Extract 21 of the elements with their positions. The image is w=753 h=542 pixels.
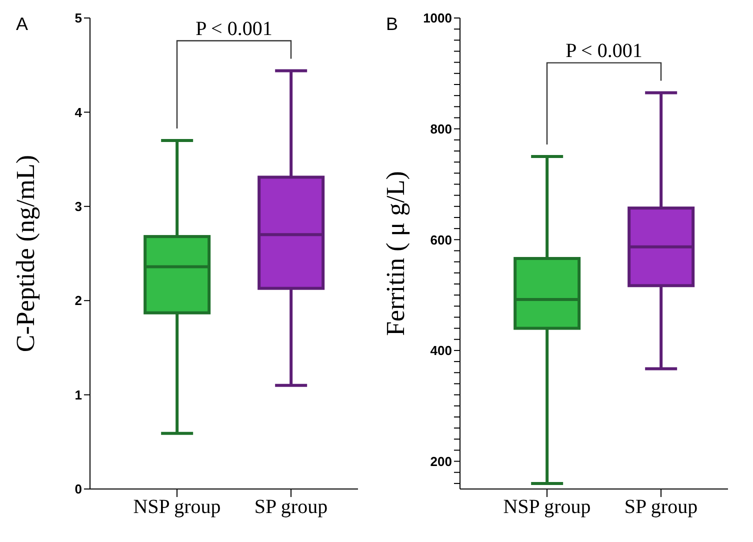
- y-tick-label: 400: [430, 343, 452, 358]
- y-tick-label: 1: [74, 387, 82, 402]
- x-tick-label: NSP group: [133, 496, 221, 518]
- y-tick-label: 2: [74, 293, 82, 308]
- chart-title: A: [16, 14, 28, 34]
- chart-title: B: [386, 14, 398, 34]
- y-tick-label: 600: [430, 232, 452, 248]
- x-tick-label: NSP group: [503, 496, 591, 518]
- y-tick-label: 800: [430, 121, 452, 136]
- y-tick-label: 0: [74, 482, 82, 497]
- y-tick-label: 5: [74, 10, 82, 26]
- annotation: P < 0.001: [196, 18, 272, 40]
- y-tick-label: 4: [74, 104, 83, 120]
- y-tick-label: 1000: [423, 10, 452, 26]
- y-axis-title: Ferritin ( μ g/L): [381, 171, 410, 336]
- y-tick-label: 3: [74, 199, 82, 214]
- annotation: P < 0.001: [566, 40, 642, 62]
- y-tick-label: 200: [430, 454, 452, 469]
- x-tick-label: SP group: [254, 496, 328, 518]
- y-axis-title: C-Peptide (ng/mL): [11, 154, 40, 352]
- x-tick-label: SP group: [624, 496, 698, 518]
